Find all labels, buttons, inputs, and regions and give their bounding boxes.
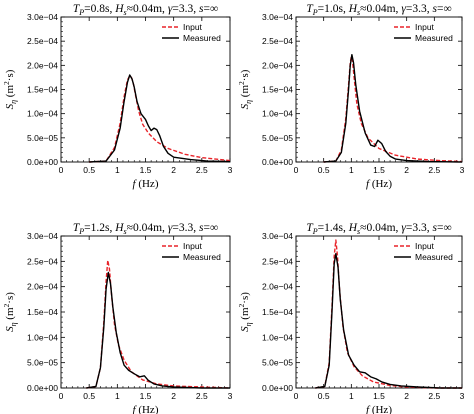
- y-tick-label: 5.0e−05: [262, 358, 293, 368]
- x-axis-label: f (Hz): [133, 404, 159, 414]
- y-tick-label: 2.5e−04: [262, 256, 293, 266]
- chart-panel-top-left: 0 0.5 1 1.5 2 2.5 3 0.0e+00 5.0e−05 1.0e−04 1.5e−0…: [2, 3, 233, 190]
- y-tick-label: 2.5e−04: [27, 36, 58, 46]
- x-tick-label: 1: [115, 391, 120, 401]
- x-tick-label: 1.5: [140, 391, 152, 401]
- x-tick-label: 2: [171, 165, 176, 175]
- y-tick-label: 2.5e−04: [27, 256, 58, 266]
- x-tick-label: 2.5: [196, 391, 208, 401]
- y-tick-label: 1.5e−04: [262, 307, 293, 317]
- x-tick-label: 2.5: [428, 165, 440, 175]
- y-tick-label: 2.0e−04: [27, 282, 58, 292]
- y-axis-label: Sη (m2·s): [237, 292, 253, 332]
- y-tick-label: 5.0e−05: [27, 358, 58, 368]
- y-tick-label: 2.5e−04: [262, 36, 293, 46]
- series-line-measured: [89, 74, 231, 163]
- legend-label: Input: [183, 241, 203, 251]
- x-tick-label: 0: [59, 391, 64, 401]
- y-tick-label: 0.0e+00: [262, 383, 293, 393]
- y-tick-label: 2.0e−04: [262, 60, 293, 70]
- panel-title: TP=1.4s, Hs≈0.04m, γ=3.3, s=∞: [306, 222, 451, 236]
- series-line-input: [89, 75, 231, 163]
- series-line-measured: [323, 54, 463, 163]
- y-axis-label: Sη (m2·s): [237, 69, 253, 109]
- y-tick-label: 3.0e−04: [262, 12, 293, 22]
- x-tick-label: 1.5: [140, 165, 152, 175]
- x-tick-label: 0: [294, 165, 299, 175]
- x-tick-label: 3: [460, 391, 465, 401]
- x-tick-label: 0.5: [318, 391, 330, 401]
- x-tick-label: 1.5: [373, 391, 385, 401]
- y-tick-label: 1.0e−04: [262, 332, 293, 342]
- x-tick-label: 2.5: [428, 391, 440, 401]
- x-axis-label: f (Hz): [366, 178, 392, 190]
- x-tick-label: 3: [460, 165, 465, 175]
- x-tick-label: 3: [228, 165, 233, 175]
- x-axis-label: f (Hz): [366, 404, 392, 414]
- panel-title: TP=0.8s, Hs≈0.04m, γ=3.3, s=∞: [73, 3, 218, 17]
- legend-label: Measured: [183, 33, 221, 43]
- y-tick-label: 5.0e−05: [262, 133, 293, 143]
- y-tick-label: 3.0e−04: [27, 231, 58, 241]
- y-axis-label: Sη (m2·s): [2, 69, 18, 109]
- y-tick-label: 0.0e+00: [27, 383, 58, 393]
- chart-panel-bottom-left: 0 0.5 1 1.5 2 2.5 3 0.0e+00 5.0e−05 1.0e−04 1.5e−0…: [2, 222, 233, 414]
- y-tick-label: 5.0e−05: [27, 133, 58, 143]
- y-axis-label: Sη (m2·s): [2, 292, 18, 332]
- y-tick-label: 1.0e−04: [27, 332, 58, 342]
- series-line-input: [315, 239, 462, 389]
- y-tick-label: 1.5e−04: [262, 85, 293, 95]
- x-tick-label: 2: [404, 165, 409, 175]
- x-tick-label: 0.5: [83, 391, 95, 401]
- panel-title: TP=1.2s, Hs≈0.04m, γ=3.3, s=∞: [73, 222, 218, 236]
- legend-label: Input: [415, 22, 435, 32]
- x-tick-label: 1: [349, 165, 354, 175]
- x-tick-label: 1.5: [373, 165, 385, 175]
- x-tick-label: 0.5: [318, 165, 330, 175]
- x-axis-label: f (Hz): [133, 178, 159, 190]
- y-tick-label: 2.0e−04: [27, 60, 58, 70]
- series-line-input: [323, 55, 463, 163]
- x-tick-label: 0: [59, 165, 64, 175]
- chart-panel-top-right: 0 0.5 1 1.5 2 2.5 3 0.0e+00 5.0e−05 1.0e−04 1.5e−0…: [237, 3, 465, 190]
- legend-label: Measured: [415, 252, 453, 262]
- legend-label: Measured: [183, 252, 221, 262]
- y-tick-label: 1.0e−04: [27, 109, 58, 119]
- y-tick-label: 0.0e+00: [262, 157, 293, 167]
- x-tick-label: 1: [115, 165, 120, 175]
- y-tick-label: 1.5e−04: [27, 85, 58, 95]
- x-tick-label: 3: [228, 391, 233, 401]
- series-line-measured: [315, 253, 462, 389]
- y-tick-label: 1.5e−04: [27, 307, 58, 317]
- chart-panel-bottom-right: 0 0.5 1 1.5 2 2.5 3 0.0e+00 5.0e−05 1.0e−04 1.5e−0…: [237, 222, 465, 414]
- x-tick-label: 0: [294, 391, 299, 401]
- x-tick-label: 2: [404, 391, 409, 401]
- y-tick-label: 3.0e−04: [27, 12, 58, 22]
- legend-label: Input: [415, 241, 435, 251]
- y-tick-label: 2.0e−04: [262, 282, 293, 292]
- y-tick-label: 3.0e−04: [262, 231, 293, 241]
- legend-label: Measured: [415, 33, 453, 43]
- panel-title: TP=1.0s, Hs≈0.04m, γ=3.3, s=∞: [306, 3, 451, 17]
- x-tick-label: 0.5: [83, 165, 95, 175]
- y-tick-label: 0.0e+00: [27, 157, 58, 167]
- series-line-measured: [86, 271, 230, 389]
- y-tick-label: 1.0e−04: [262, 109, 293, 119]
- x-tick-label: 2.5: [196, 165, 208, 175]
- legend-label: Input: [183, 22, 203, 32]
- x-tick-label: 2: [171, 391, 176, 401]
- x-tick-label: 1: [349, 391, 354, 401]
